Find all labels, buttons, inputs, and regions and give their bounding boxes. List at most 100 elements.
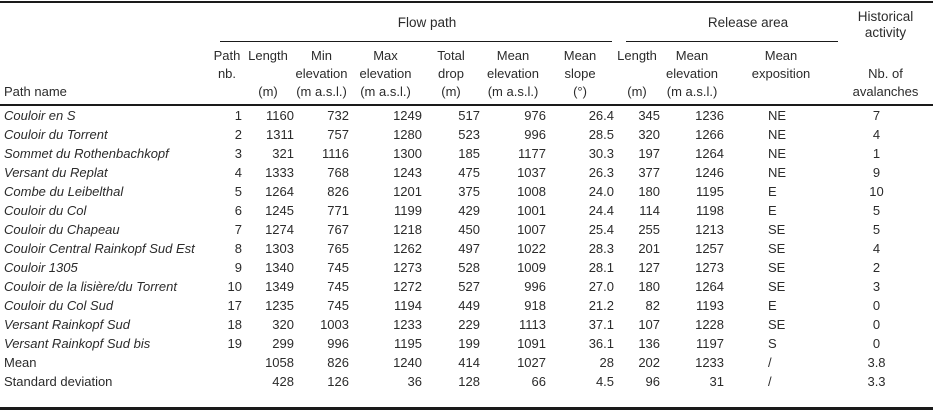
cell-release-mean-elevation: 1233	[695, 355, 725, 370]
column-header-line: (°)	[573, 84, 587, 99]
cell-total-drop: 527	[458, 279, 480, 294]
cell-release-mean-elevation: 1228	[695, 317, 725, 332]
cell-mean-slope: 28.5	[588, 127, 615, 142]
cell-total-drop: 185	[458, 146, 480, 161]
column-header-path-nb: Path nb.	[212, 47, 242, 106]
cell-mean-exposition: S	[768, 336, 777, 351]
cell-mean-slope: 37.1	[588, 317, 615, 332]
table-row: Combe du Leibelthal 5 1264 826 1201 375 1008 24…	[0, 182, 933, 201]
cell-nb-avalanches: 3	[872, 279, 881, 294]
cell-total-drop: 229	[458, 317, 480, 332]
cell-max-elevation: 1218	[393, 222, 422, 237]
cell-path-nb: 18	[227, 317, 242, 332]
cell-mean-elevation: 1001	[517, 203, 546, 218]
cell-release-length: 82	[645, 298, 661, 313]
table-row: Standard deviation 428 126 36 128 66 4.5 96 31 / 3…	[0, 372, 933, 391]
cell-mean-elevation: 1177	[518, 146, 546, 161]
cell-mean-elevation: 918	[524, 298, 546, 313]
column-header-line: Mean	[563, 48, 597, 63]
cell-nb-avalanches: 7	[872, 108, 881, 123]
column-header-row: Path name Path nb. Length (m) Min elevation (m …	[0, 47, 933, 106]
cell-max-elevation: 1199	[394, 203, 422, 218]
cell-mean-exposition: SE	[768, 317, 786, 332]
table-row: Couloir Central Rainkopf Sud Est 8 1303 765…	[0, 239, 933, 258]
cell-path-name: Couloir Central Rainkopf Sud Est	[4, 241, 195, 256]
cell-max-elevation: 1280	[393, 127, 422, 142]
cell-release-mean-elevation: 1273	[695, 260, 725, 275]
cell-release-length: 180	[638, 279, 661, 294]
cell-mean-exposition: E	[768, 184, 777, 199]
cell-mean-slope: 26.4	[588, 108, 615, 123]
cell-release-length: 180	[638, 184, 661, 199]
flow-path-rule	[220, 41, 613, 42]
cell-mean-exposition: SE	[768, 241, 786, 256]
cell-path-name: Couloir en S	[4, 108, 76, 123]
cell-mean-slope: 21.2	[588, 298, 615, 313]
cell-mean-exposition: NE	[768, 127, 787, 142]
column-header-total-drop: Total drop (m)	[422, 47, 480, 106]
table-row: Couloir du Chapeau 7 1274 767 1218 450 1007 25.…	[0, 220, 933, 239]
cell-mean-slope: 26.3	[588, 165, 615, 180]
cell-release-length: 136	[638, 336, 661, 351]
cell-path-nb: 8	[234, 241, 242, 256]
cell-length: 1333	[265, 165, 294, 180]
cell-release-mean-elevation: 1264	[695, 146, 725, 161]
cell-release-length: 255	[638, 222, 661, 237]
cell-path-nb: 3	[234, 146, 242, 161]
column-header-length: Length (m)	[242, 47, 294, 106]
cell-total-drop: 199	[458, 336, 480, 351]
cell-release-length: 202	[638, 355, 661, 370]
cell-length: 1160	[266, 108, 294, 123]
column-header-line: Length	[617, 48, 657, 63]
column-header-line	[724, 83, 838, 101]
column-header-path-name: Path name	[0, 47, 212, 106]
cell-nb-avalanches: 3.3	[867, 374, 886, 389]
cell-length: 1235	[265, 298, 294, 313]
cell-length: 1245	[265, 203, 294, 218]
table-row: Couloir en S 1 1160 732 1249 517 976 26.4 345 123…	[0, 105, 933, 125]
cell-min-elevation: 826	[327, 184, 349, 199]
cell-mean-slope: 28	[599, 355, 615, 370]
column-header-line: (m a.s.l.)	[360, 84, 411, 99]
cell-path-name: Versant Rainkopf Sud bis	[4, 336, 151, 351]
cell-nb-avalanches: 1	[872, 146, 881, 161]
column-header-mean-elevation: Mean elevation (m a.s.l.)	[480, 47, 546, 106]
group-label-historical-activity: Historical activity	[838, 3, 933, 41]
column-header-line: Nb. of	[868, 66, 903, 81]
cell-mean-elevation: 1008	[517, 184, 546, 199]
cell-min-elevation: 1116	[322, 146, 349, 161]
table-row: Couloir du Col 6 1245 771 1199 429 1001 24.4 114…	[0, 201, 933, 220]
cell-total-drop: 517	[458, 108, 480, 123]
column-header-line: (m a.s.l.)	[296, 84, 347, 99]
cell-path-nb	[212, 372, 242, 391]
cell-nb-avalanches: 4	[872, 127, 881, 142]
table-header: Flow path Release area Historical activi…	[0, 2, 933, 106]
cell-min-elevation: 745	[327, 279, 349, 294]
group-label-line: activity	[864, 25, 907, 40]
cell-path-nb	[212, 353, 242, 372]
cell-release-length: 377	[638, 165, 661, 180]
cell-mean-slope: 24.4	[588, 203, 615, 218]
cell-mean-slope: 25.4	[588, 222, 615, 237]
cell-max-elevation: 1272	[393, 279, 422, 294]
table-row: Couloir 1305 9 1340 745 1273 528 1009 28.1 127 12…	[0, 258, 933, 277]
cell-total-drop: 449	[458, 298, 480, 313]
cell-nb-avalanches: 5	[872, 222, 881, 237]
cell-release-mean-elevation: 1246	[695, 165, 725, 180]
cell-min-elevation: 767	[327, 222, 349, 237]
column-header-line: elevation	[486, 66, 540, 81]
avalanche-paths-table: Flow path Release area Historical activi…	[0, 1, 933, 391]
column-header-line: (m a.s.l.)	[487, 84, 539, 99]
cell-path-nb: 6	[234, 203, 242, 218]
cell-path-name: Versant Rainkopf Sud	[4, 317, 130, 332]
cell-release-mean-elevation: 1266	[695, 127, 725, 142]
cell-release-length: 127	[638, 260, 661, 275]
cell-path-nb: 17	[227, 298, 242, 313]
cell-mean-elevation: 996	[524, 279, 546, 294]
cell-length: 320	[272, 317, 294, 332]
cell-length: 321	[272, 146, 294, 161]
cell-path-nb: 9	[234, 260, 242, 275]
cell-min-elevation: 996	[327, 336, 349, 351]
cell-total-drop: 450	[458, 222, 480, 237]
